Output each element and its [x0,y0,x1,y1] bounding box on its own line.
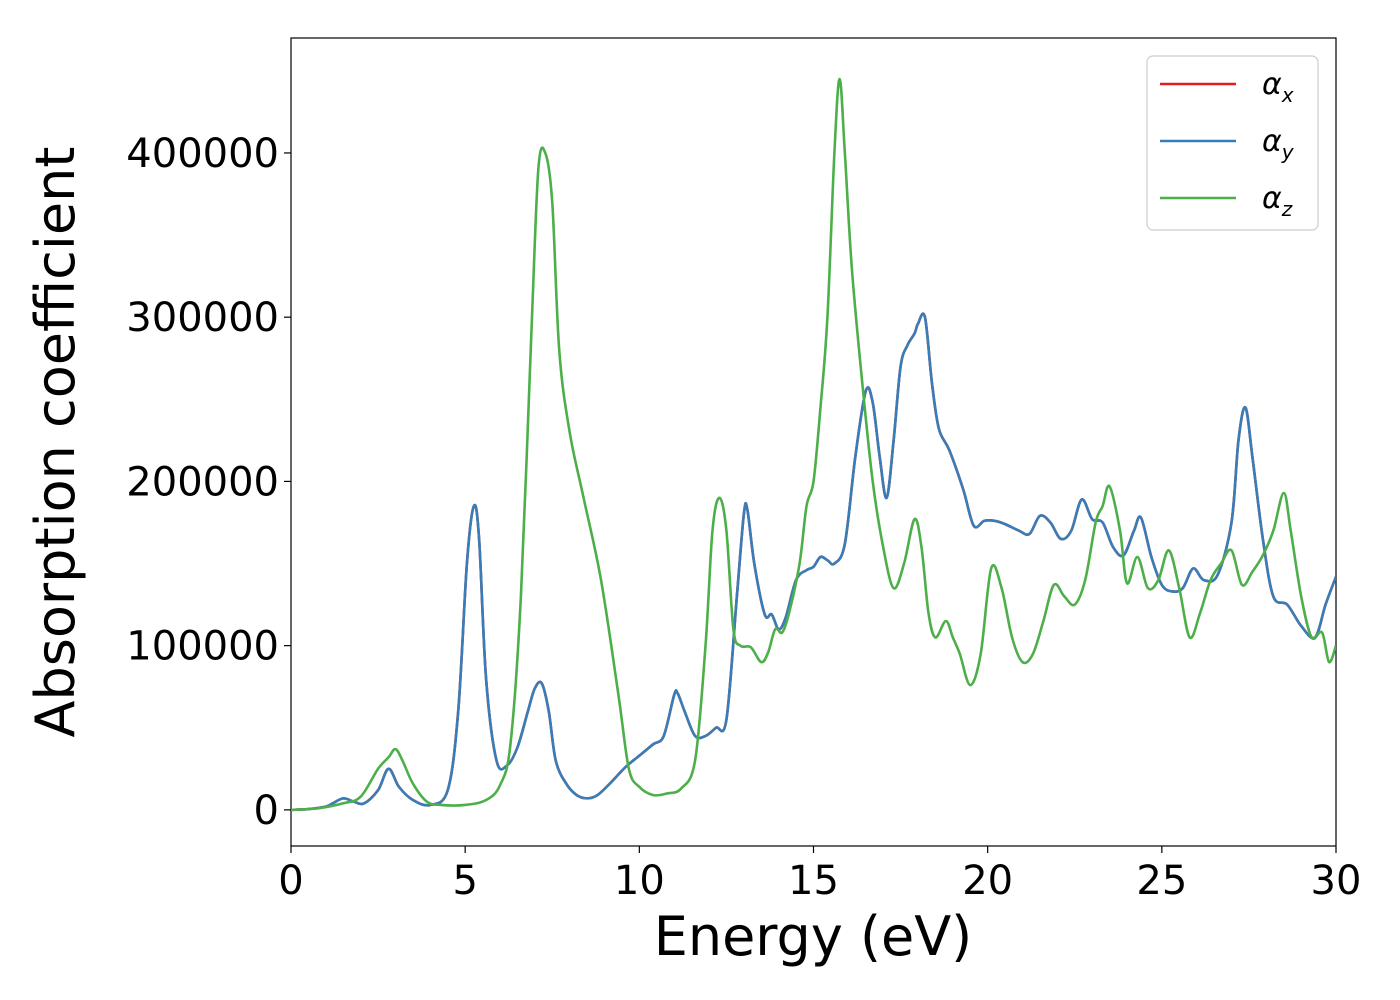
y-tick-label: 0 [254,788,279,834]
x-tick-label: 15 [788,858,839,904]
x-tick-label: 30 [1311,858,1362,904]
x-tick-label: 10 [614,858,665,904]
ticks-layer: 0 5 10 15 20 25 30 0 100000 200000 300000 400000 [126,131,1361,904]
x-tick-label: 20 [962,858,1013,904]
series-line-alpha-y [291,312,1336,812]
y-tick-label: 100000 [126,624,279,670]
series-layer [291,77,1336,812]
x-axis-label: Energy (eV) [654,905,973,968]
y-axis-label: Absorption coefficient [24,147,87,738]
x-tick-label: 5 [452,858,477,904]
legend-label-x: αx [1262,67,1294,107]
y-tick-label: 400000 [126,131,279,177]
series-line-alpha-z [291,77,1336,812]
x-tick-label: 25 [1136,858,1187,904]
legend-box [1146,55,1319,231]
x-tick-label: 0 [278,858,303,904]
series-line-alpha-x [291,312,1336,812]
y-tick-label: 200000 [126,459,279,505]
y-tick-label: 300000 [126,295,279,341]
